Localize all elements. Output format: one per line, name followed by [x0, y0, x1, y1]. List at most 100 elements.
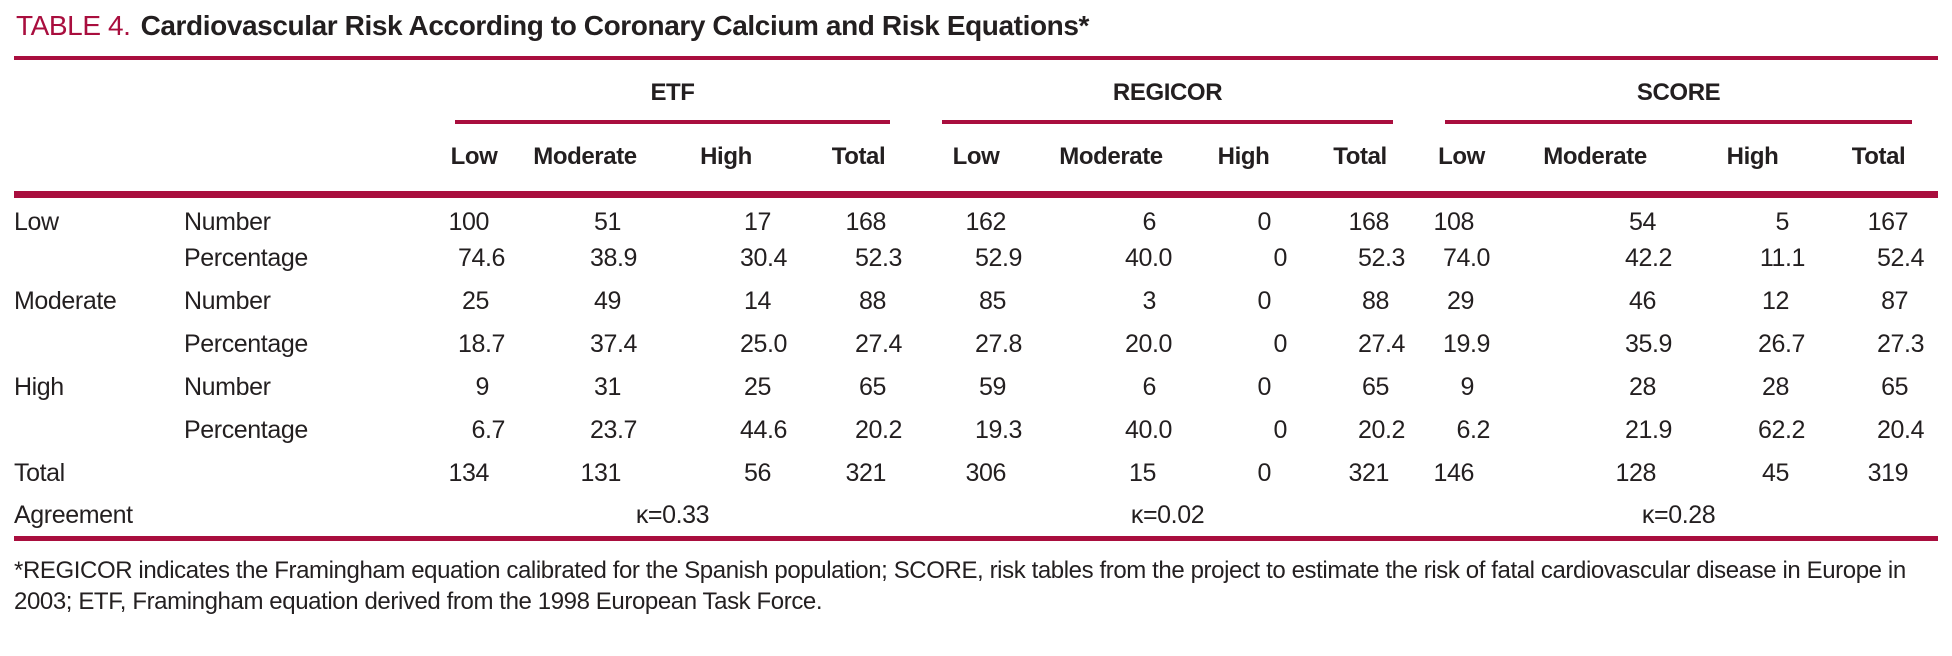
table-row-moderate-percentage: Percentage 18.7 37.4 25.0 27.4 27.8 20.0…	[14, 323, 1938, 366]
subheader-score-total: Total	[1819, 124, 1939, 198]
risk-table: ETF REGICOR SCORE Low Moderate High Tota…	[14, 60, 1939, 541]
cell: 20.2	[854, 416, 903, 444]
cell: 108	[1433, 207, 1475, 236]
cell: 9	[1460, 373, 1475, 401]
cell: 321	[845, 459, 887, 487]
cell: 27.4	[1357, 330, 1406, 358]
cell: 0	[1257, 207, 1272, 236]
cell: 19.9	[1442, 330, 1491, 358]
agreement-label: Agreement	[14, 500, 133, 529]
table-row-high-percentage: Percentage 6.7 23.7 44.6 20.2 19.3 40.0 …	[14, 409, 1938, 452]
cell: 0	[1257, 373, 1272, 401]
cell: 59	[979, 373, 1007, 401]
kappa-etf: κ=0.33	[635, 500, 710, 529]
cell: 46	[1629, 287, 1657, 315]
subheader-score-high: High	[1686, 124, 1820, 198]
row-label: Low	[14, 207, 59, 236]
cell: 52.4	[1877, 244, 1925, 272]
cell: 49	[593, 287, 621, 315]
cell: 28	[1762, 373, 1790, 401]
table-row-moderate-number: Moderate Number 25 49 14 88 85 3 0 88 29…	[14, 280, 1938, 323]
cell: 19.3	[974, 416, 1023, 444]
cell: 168	[1348, 207, 1390, 236]
footnote: *REGICOR indicates the Framingham equati…	[14, 556, 1906, 615]
table-row-total: Total 134 131 56 321 306 15 0 321 146 12…	[14, 452, 1938, 495]
cell: 52.3	[854, 244, 903, 272]
metric-label: Percentage	[184, 244, 308, 272]
cell: 74.6	[457, 244, 505, 272]
cell: 27.8	[974, 330, 1023, 358]
cell: 52.3	[1357, 244, 1406, 272]
cell: 167	[1867, 207, 1909, 236]
cell: 306	[965, 459, 1007, 487]
cell: 0	[1273, 330, 1288, 358]
cell: 6.2	[1456, 416, 1491, 444]
cell: 11.1	[1759, 244, 1806, 272]
cell: 20.0	[1124, 330, 1173, 358]
cell: 14	[743, 287, 771, 315]
table-row-low-number: Low Number 100 51 17 168 162 6 0 168 108…	[14, 194, 1938, 237]
cell: 42.2	[1624, 244, 1673, 272]
subheader-etf-low: Low	[429, 124, 519, 198]
cell: 40.0	[1124, 244, 1173, 272]
metric-label: Percentage	[184, 416, 308, 444]
cell: 319	[1867, 459, 1909, 487]
cell: 131	[580, 459, 621, 487]
subheader-regicor-low: Low	[916, 124, 1037, 198]
total-label: Total	[14, 459, 65, 487]
cell: 5	[1775, 207, 1790, 236]
cell: 18.7	[457, 330, 505, 358]
metric-label: Number	[184, 207, 271, 236]
table-figure: TABLE 4. Cardiovascular Risk According to…	[14, 10, 1939, 615]
cell: 128	[1615, 459, 1657, 487]
cell: 65	[1362, 373, 1390, 401]
group-header-row: ETF REGICOR SCORE	[14, 60, 1938, 124]
cell: 146	[1433, 459, 1475, 487]
cell: 88	[1362, 287, 1390, 315]
cell: 85	[979, 287, 1007, 315]
header-spacer	[14, 60, 429, 124]
cell: 17	[743, 207, 771, 236]
cell: 21.9	[1624, 416, 1673, 444]
table-row-agreement: Agreement κ=0.33 κ=0.02 κ=0.28	[14, 495, 1938, 538]
cell: 30.4	[739, 244, 787, 272]
cell: 20.2	[1357, 416, 1406, 444]
row-label	[14, 409, 184, 452]
cell: 0	[1273, 416, 1288, 444]
cell: 65	[1881, 373, 1909, 401]
metric-label: Number	[184, 287, 271, 315]
cell: 54	[1629, 207, 1657, 236]
cell: 134	[448, 459, 489, 487]
group-header-regicor: REGICOR	[916, 60, 1419, 124]
cell: 15	[1129, 459, 1157, 487]
cell: 6.7	[471, 416, 505, 444]
cell: 25.0	[739, 330, 787, 358]
table-caption: Cardiovascular Risk According to Coronar…	[140, 10, 1090, 41]
group-header-etf: ETF	[429, 60, 916, 124]
subheader-score-low: Low	[1419, 124, 1505, 198]
cell: 0	[1257, 287, 1272, 315]
cell: 35.9	[1624, 330, 1673, 358]
subheader-score-moderate: Moderate	[1504, 124, 1687, 198]
row-label	[14, 323, 184, 366]
cell: 37.4	[589, 330, 637, 358]
subheader-etf-high: High	[651, 124, 801, 198]
table-row-high-number: High Number 9 31 25 65 59 6 0 65 9 28 28…	[14, 366, 1938, 409]
metric-label: Number	[184, 373, 271, 401]
group-label-regicor: REGICOR	[942, 79, 1394, 124]
cell: 12	[1762, 287, 1790, 315]
cell: 65	[859, 373, 887, 401]
subheader-etf-total: Total	[801, 124, 917, 198]
cell: 44.6	[739, 416, 787, 444]
cell: 20.4	[1877, 416, 1925, 444]
subheader-row: Low Moderate High Total Low Moderate Hig…	[14, 124, 1939, 198]
cell: 6	[1142, 207, 1157, 236]
cell: 40.0	[1124, 416, 1173, 444]
kappa-score: κ=0.28	[1641, 500, 1716, 529]
metric-label: Percentage	[184, 330, 308, 358]
subheader-regicor-high: High	[1186, 124, 1302, 198]
cell: 38.9	[589, 244, 637, 272]
cell: 0	[1257, 459, 1272, 487]
subheader-regicor-total: Total	[1301, 124, 1420, 198]
row-label: High	[14, 373, 64, 401]
